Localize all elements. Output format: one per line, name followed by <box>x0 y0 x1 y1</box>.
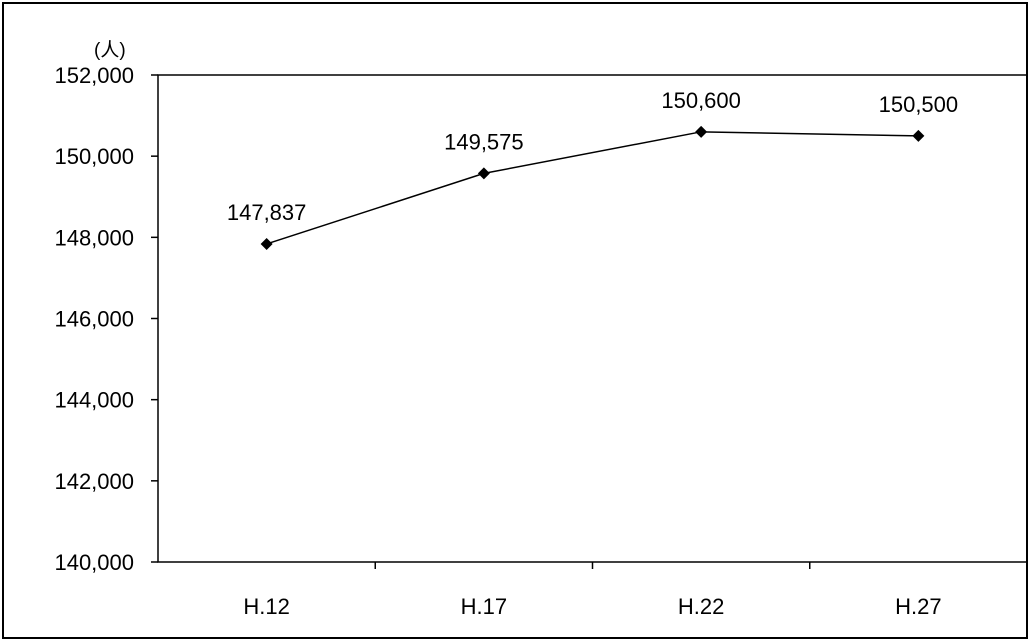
data-point-marker <box>695 125 708 138</box>
data-point-marker <box>477 167 490 180</box>
y-tick-label: 146,000 <box>54 307 134 332</box>
y-tick-label: 142,000 <box>54 469 134 494</box>
data-label: 150,500 <box>879 92 959 117</box>
y-tick-label: 152,000 <box>54 63 134 88</box>
data-label: 150,600 <box>661 88 741 113</box>
x-tick-label: H.27 <box>895 594 941 619</box>
x-tick-label: H.22 <box>678 594 724 619</box>
data-label: 149,575 <box>444 129 524 154</box>
y-tick-label: 150,000 <box>54 144 134 169</box>
y-tick-label: 144,000 <box>54 388 134 413</box>
data-point-marker <box>260 237 273 250</box>
data-label: 147,837 <box>227 200 307 225</box>
x-tick-label: H.12 <box>243 594 289 619</box>
plot-area <box>157 74 1028 563</box>
data-point-marker <box>912 129 925 142</box>
x-tick-label: H.17 <box>461 594 507 619</box>
y-unit-label: (人) <box>94 39 126 61</box>
y-tick-label: 140,000 <box>54 550 134 575</box>
y-tick-label: 148,000 <box>54 225 134 250</box>
series-line <box>266 131 919 245</box>
